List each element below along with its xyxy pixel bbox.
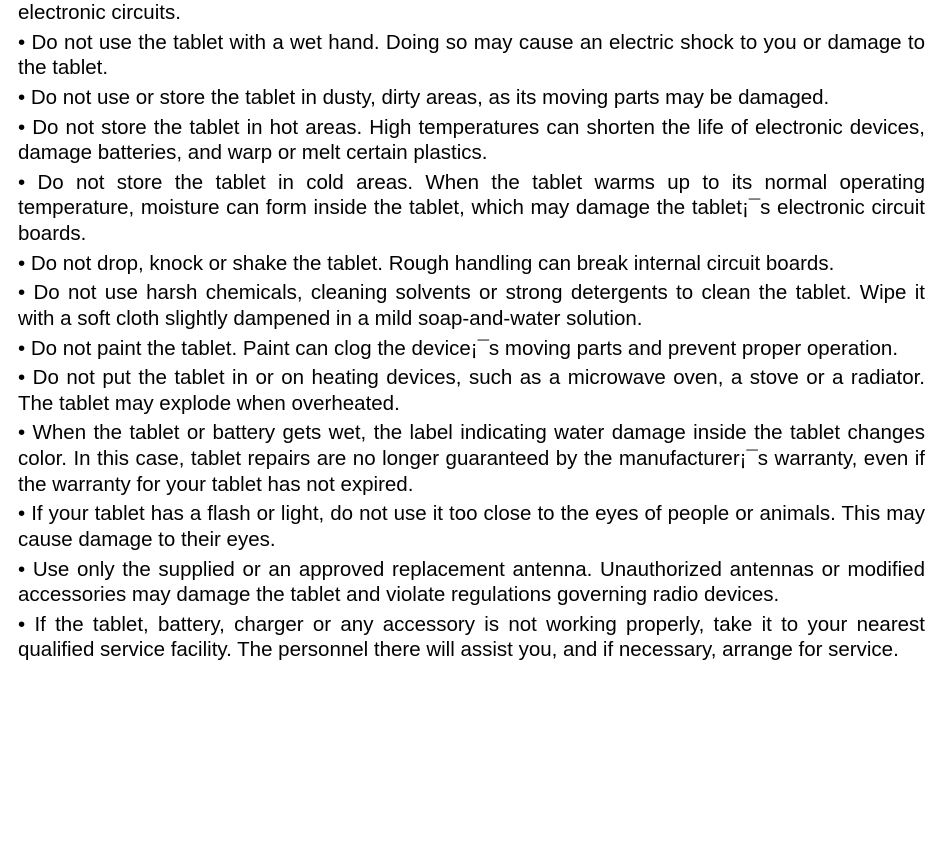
bullet-item: • Do not use or store the tablet in dust… xyxy=(18,85,925,111)
bullet-item: • Do not use harsh chemicals, cleaning s… xyxy=(18,280,925,331)
continuation-line: electronic circuits. xyxy=(18,0,925,26)
bullet-item: • Do not use the tablet with a wet hand.… xyxy=(18,30,925,81)
bullet-item: • Do not drop, knock or shake the tablet… xyxy=(18,251,925,277)
bullet-item: • Do not put the tablet in or on heating… xyxy=(18,365,925,416)
bullet-item: • Do not store the tablet in hot areas. … xyxy=(18,115,925,166)
bullet-item: • If your tablet has a flash or light, d… xyxy=(18,501,925,552)
bullet-item: • If the tablet, battery, charger or any… xyxy=(18,612,925,663)
bullet-item: • Use only the supplied or an approved r… xyxy=(18,557,925,608)
bullet-item: • When the tablet or battery gets wet, t… xyxy=(18,420,925,497)
bullet-item: • Do not paint the tablet. Paint can clo… xyxy=(18,336,925,362)
bullet-item: • Do not store the tablet in cold areas.… xyxy=(18,170,925,247)
